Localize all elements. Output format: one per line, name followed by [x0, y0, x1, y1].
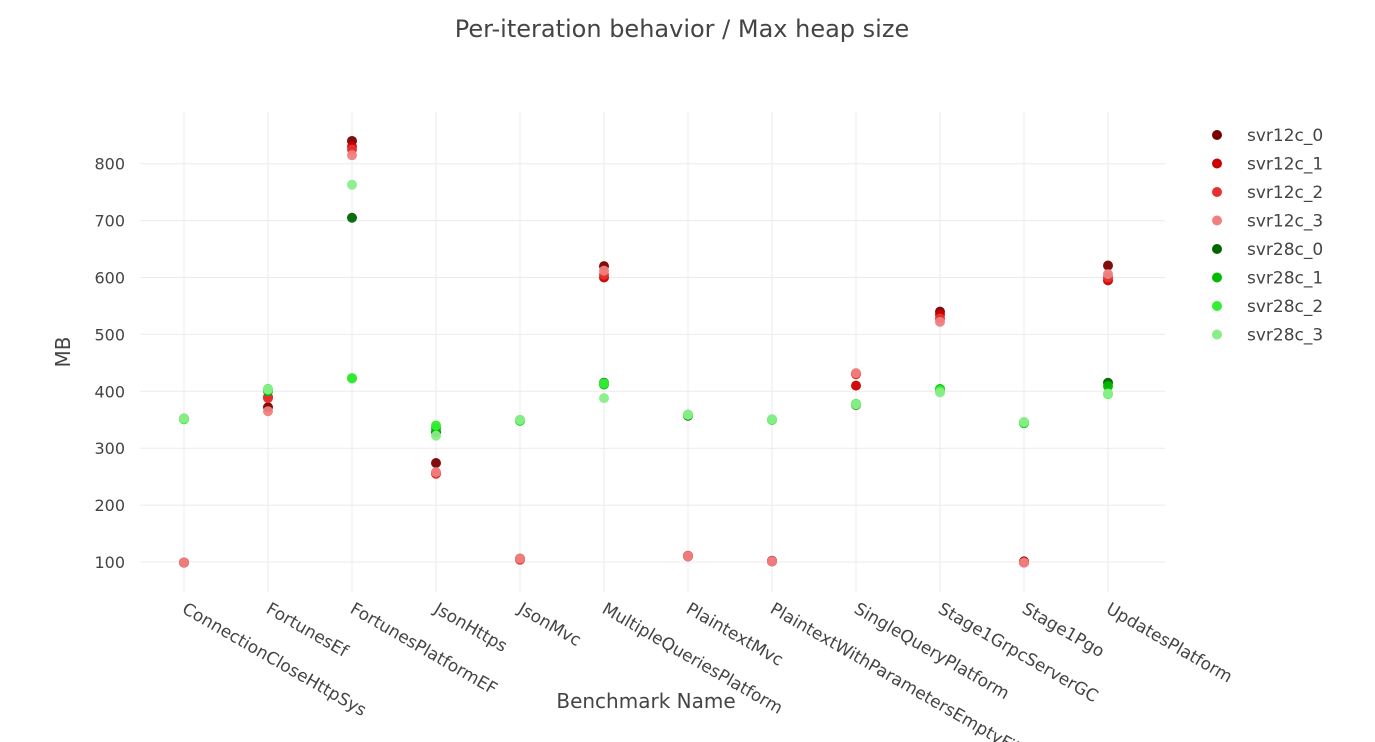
data-point	[935, 387, 945, 398]
y-tick-labels: 100 200 300 400 500 600 700 800	[94, 155, 125, 572]
y-gridlines	[140, 163, 1165, 563]
legend-marker	[1212, 244, 1222, 254]
x-gridlines	[183, 112, 1109, 592]
y-tick-label: 600	[94, 269, 125, 288]
x-tick-label: FortunesPlatformEF	[347, 599, 501, 699]
legend-label: svr12c_3	[1247, 212, 1323, 232]
data-point	[599, 393, 609, 404]
y-axis-title: MB	[51, 337, 75, 368]
data-point	[431, 430, 441, 441]
x-tick-label: UpdatesPlatform	[1103, 599, 1236, 687]
data-point	[263, 406, 273, 417]
data-point	[515, 414, 525, 425]
data-point	[347, 373, 357, 384]
x-tick-labels: ConnectionCloseHttpSysFortunesEfFortunes…	[179, 599, 1236, 742]
data-point	[347, 150, 357, 161]
data-point	[179, 557, 189, 568]
data-point	[599, 265, 609, 276]
legend-marker	[1212, 272, 1222, 283]
data-point	[347, 212, 357, 223]
x-tick-label: PlaintextWithParametersEmptyFilter	[767, 599, 1043, 742]
data-point	[851, 368, 861, 379]
data-point	[599, 378, 609, 389]
legend-label: svr28c_3	[1247, 326, 1323, 346]
data-point	[431, 467, 441, 478]
data-points	[179, 135, 1113, 568]
data-point	[179, 413, 189, 424]
y-tick-label: 400	[94, 382, 125, 401]
data-point	[1019, 417, 1029, 428]
x-tick-label: Stage1GrpcServerGC	[935, 599, 1102, 707]
legend-marker	[1212, 215, 1222, 226]
y-tick-label: 100	[94, 553, 125, 572]
data-point	[851, 380, 861, 391]
legend-label: svr28c_2	[1247, 297, 1323, 317]
legend-marker	[1212, 301, 1222, 311]
chart-title: Per-iteration behavior / Max heap size	[455, 15, 909, 43]
data-point	[851, 399, 861, 410]
legend-marker	[1212, 130, 1222, 140]
data-point	[1103, 388, 1113, 399]
x-axis-title: Benchmark Name	[556, 689, 735, 713]
legend-marker	[1212, 158, 1222, 169]
legend-label: svr28c_1	[1247, 269, 1323, 289]
legend-label: svr28c_0	[1247, 240, 1323, 260]
data-point	[767, 556, 777, 567]
legend-label: svr12c_2	[1247, 183, 1323, 203]
data-point	[263, 384, 273, 395]
x-tick-label: JsonMvc	[514, 599, 585, 651]
data-point	[431, 457, 441, 468]
data-point	[683, 551, 693, 562]
data-point	[1103, 381, 1113, 392]
data-point	[1103, 269, 1113, 280]
data-point	[1103, 260, 1113, 271]
y-tick-label: 300	[94, 439, 125, 458]
legend-marker	[1212, 187, 1222, 197]
y-tick-label: 500	[94, 325, 125, 344]
legend-label: svr12c_1	[1247, 155, 1323, 175]
data-point	[347, 179, 357, 190]
data-point	[431, 420, 441, 431]
y-tick-label: 800	[94, 155, 125, 174]
data-point	[515, 553, 525, 564]
data-point	[1019, 557, 1029, 568]
data-point	[683, 409, 693, 420]
y-tick-label: 700	[94, 212, 125, 231]
data-point	[935, 316, 945, 327]
legend-label: svr12c_0	[1247, 126, 1323, 146]
data-point	[767, 414, 777, 425]
legend: svr12c_0 svr12c_1 svr12c_2 svr12c_3 svr28c_0…	[1212, 126, 1323, 346]
legend-marker	[1212, 329, 1222, 340]
y-tick-label: 200	[94, 496, 125, 515]
